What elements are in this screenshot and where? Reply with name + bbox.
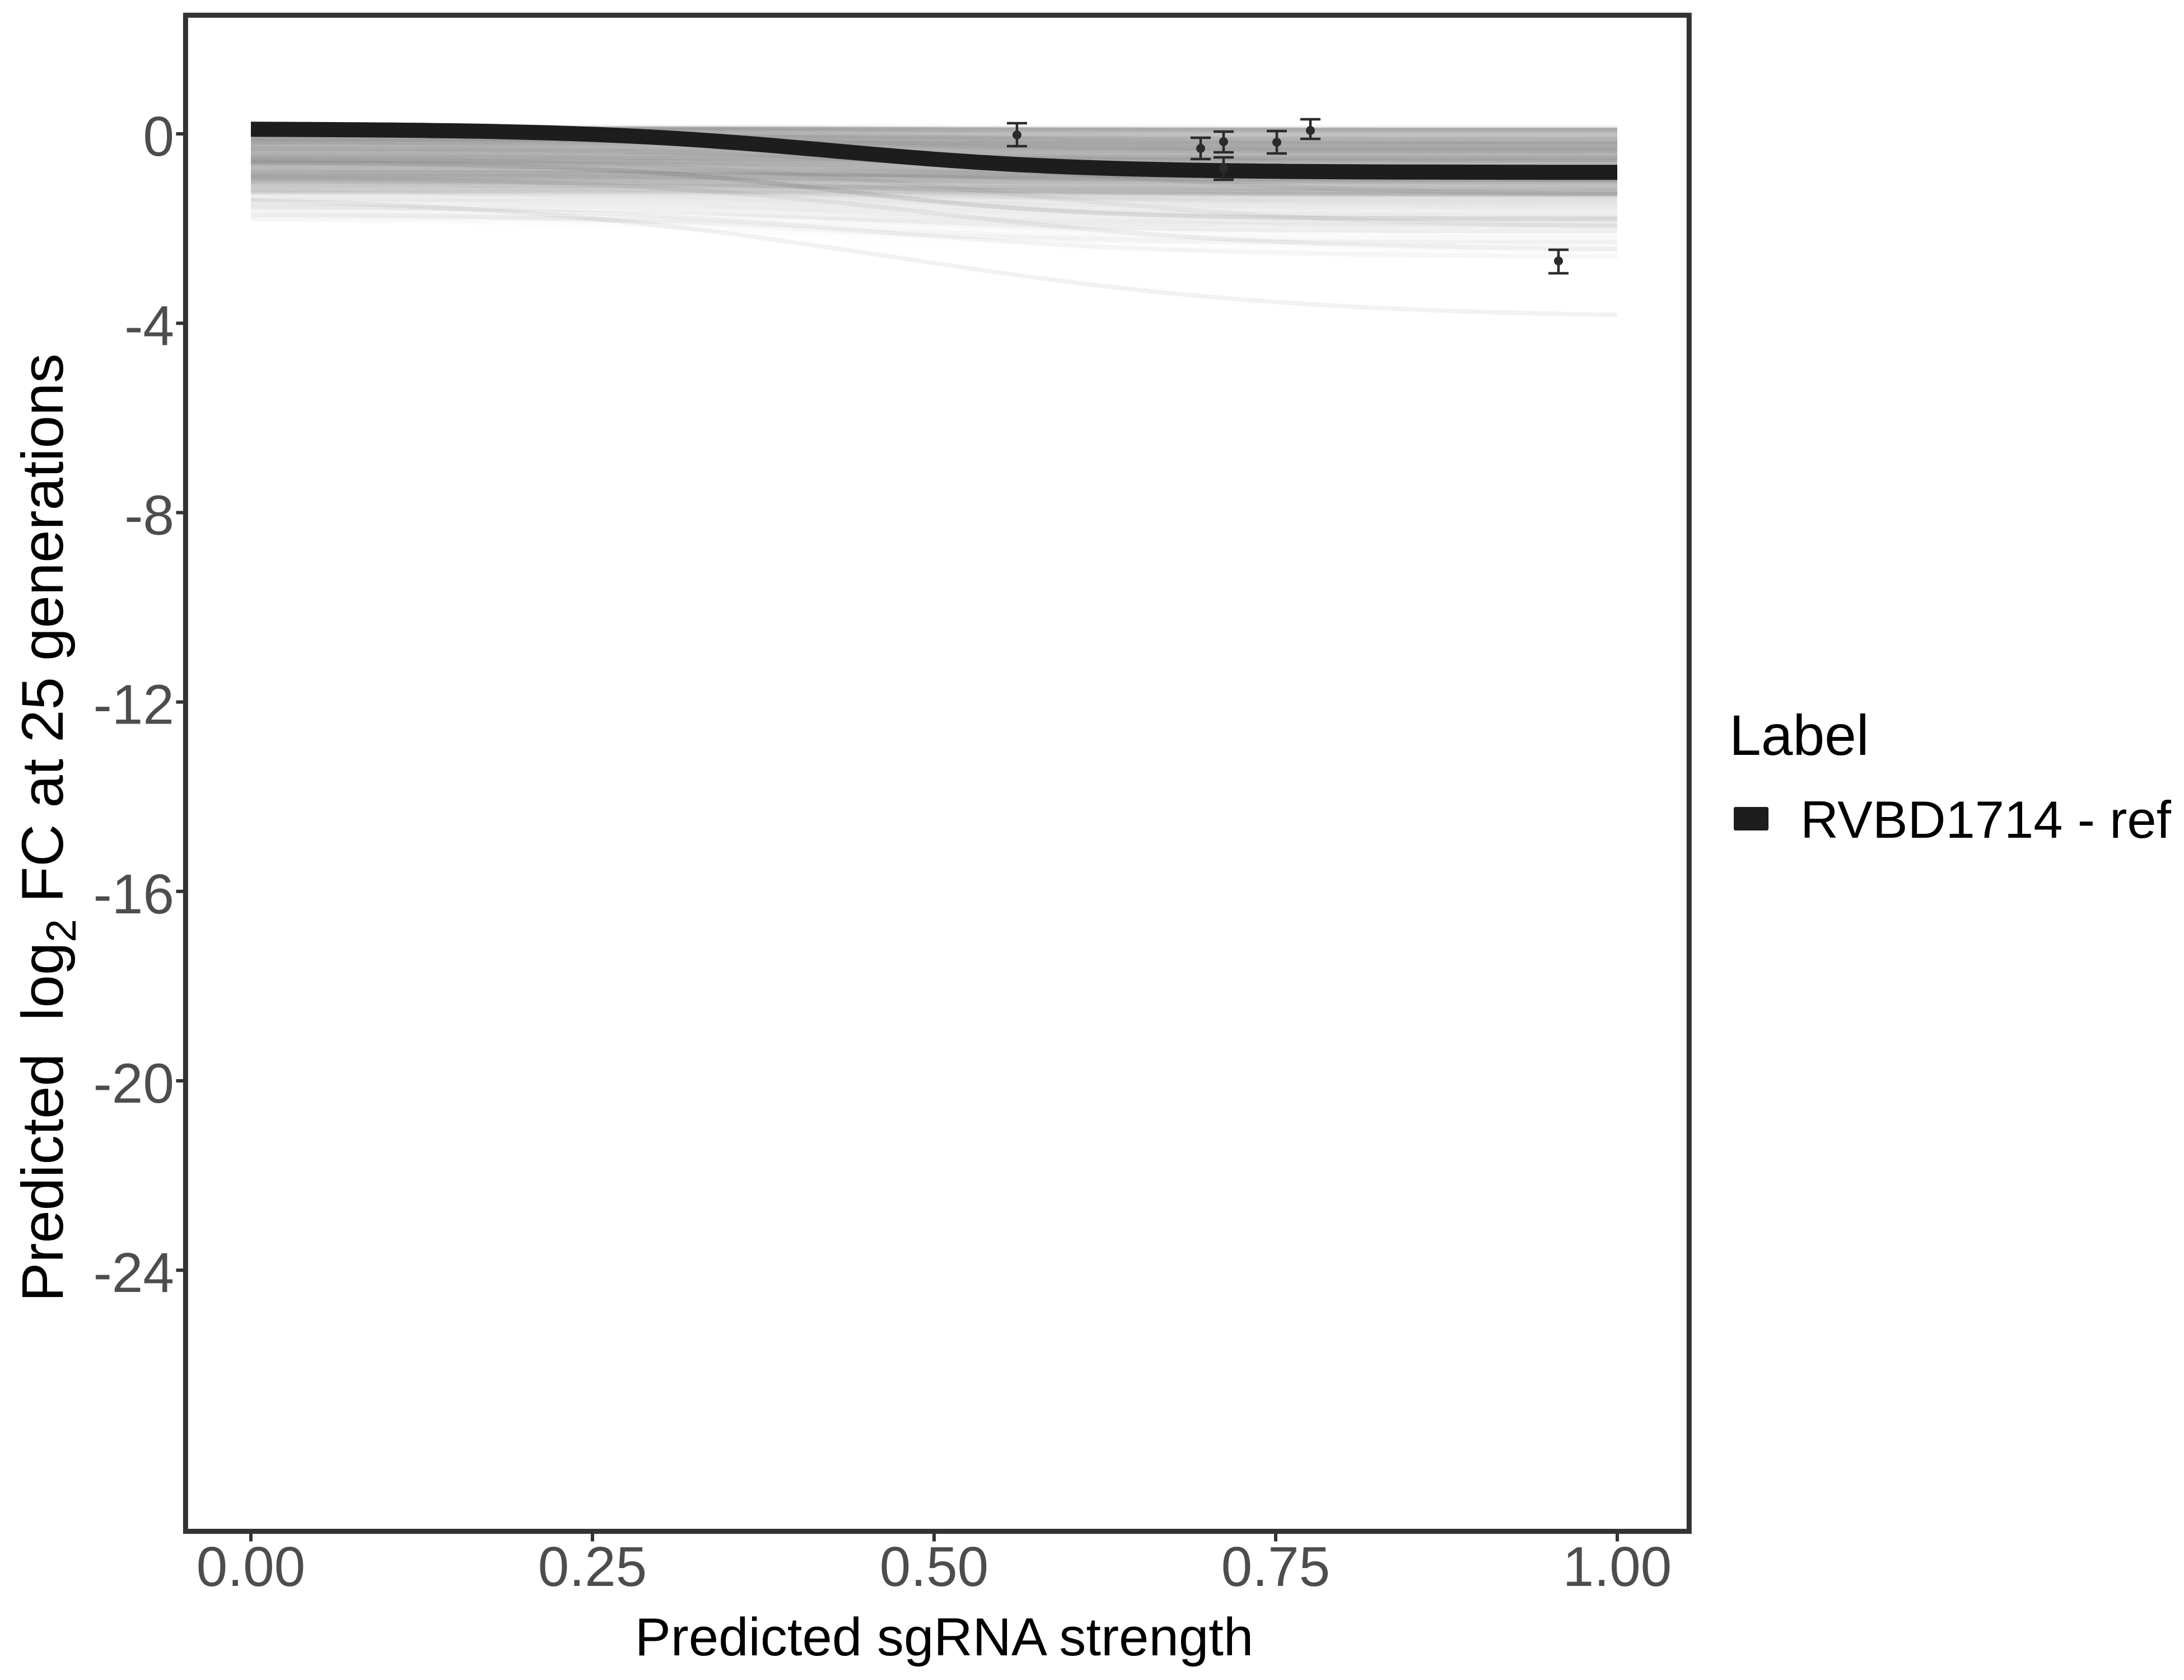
- svg-text:Predicted log2 FC at 25 gener: Predicted log2 FC at 25 generations: [10, 353, 85, 1302]
- svg-text:-24: -24: [93, 1242, 174, 1304]
- svg-text:-4: -4: [124, 295, 174, 357]
- svg-text:0.00: 0.00: [197, 1536, 306, 1598]
- svg-text:0.75: 0.75: [1221, 1536, 1331, 1598]
- svg-text:Predicted sgRNA strength: Predicted sgRNA strength: [635, 1607, 1254, 1667]
- svg-text:-20: -20: [93, 1052, 174, 1115]
- svg-text:Label: Label: [1729, 703, 1869, 767]
- svg-text:-12: -12: [93, 674, 174, 736]
- svg-text:0: 0: [143, 105, 174, 168]
- svg-text:0.50: 0.50: [880, 1536, 989, 1598]
- svg-text:1.00: 1.00: [1563, 1536, 1672, 1598]
- svg-text:RVBD1714 - ref: RVBD1714 - ref: [1800, 790, 2172, 849]
- svg-text:-16: -16: [93, 863, 174, 926]
- svg-text:0.25: 0.25: [538, 1536, 647, 1598]
- svg-text:-8: -8: [124, 484, 174, 547]
